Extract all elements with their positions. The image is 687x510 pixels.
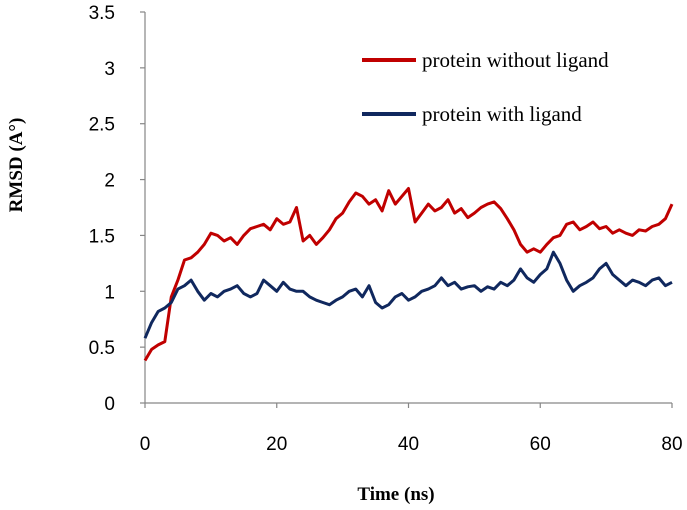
legend-label-protein-without-ligand: protein without ligand	[422, 48, 609, 72]
x-tick-label: 40	[398, 434, 419, 455]
y-tick-label: 0	[104, 394, 115, 415]
series-lines	[143, 187, 674, 362]
legend-label-protein-with-ligand: protein with ligand	[422, 102, 582, 126]
x-axis-ticks: 0 20 40 60 80	[140, 403, 683, 455]
x-tick-label: 20	[266, 434, 287, 455]
legend: protein without ligand protein with liga…	[362, 48, 609, 126]
x-tick-label: 80	[661, 434, 682, 455]
y-axis-ticks: 0 0.5 1 1.5 2 2.5 3 3.5	[89, 3, 145, 415]
y-tick-label: 2.5	[89, 115, 115, 136]
x-axis-title: Time (ns)	[357, 484, 434, 505]
y-tick-label: 1	[104, 282, 115, 303]
x-tick-label: 0	[140, 434, 151, 455]
y-axis-title: RMSD (A°)	[6, 118, 27, 213]
y-tick-label: 2	[104, 171, 115, 192]
y-tick-label: 0.5	[89, 338, 115, 359]
y-tick-label: 3	[104, 59, 115, 80]
x-tick-label: 60	[530, 434, 551, 455]
y-tick-label: 3.5	[89, 3, 115, 24]
series-line-protein-without-ligand	[143, 187, 674, 362]
series-line-protein-with-ligand	[143, 250, 673, 339]
y-tick-label: 1.5	[89, 226, 115, 247]
